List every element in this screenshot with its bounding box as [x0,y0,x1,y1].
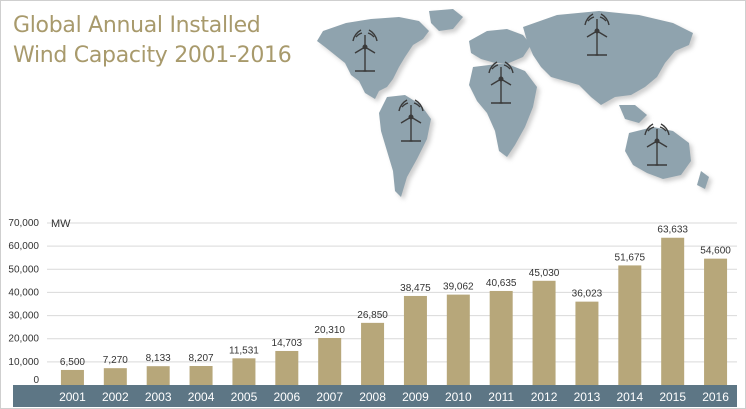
y-tick-label: 0 [33,375,39,386]
y-tick-label: 20,000 [8,334,39,345]
wind-turbine-icon [352,29,378,72]
wind-turbine-icon [644,123,670,166]
data-label: 8,207 [189,353,214,364]
greenland-shape [429,9,463,31]
data-label: 40,635 [486,278,517,289]
x-tick-label: 2015 [659,390,686,404]
data-label: 39,062 [443,282,474,293]
x-axis-band [13,385,737,407]
y-tick-label: 60,000 [8,241,39,252]
bar [532,280,556,385]
bar [618,265,642,385]
wind-turbine-icon [398,99,424,142]
bar [403,295,427,385]
bar [318,337,342,385]
data-label: 8,133 [146,353,171,364]
y-axis-unit-label: MW [51,218,71,230]
y-tick-label: 30,000 [8,311,39,322]
bar [661,237,685,385]
bar [275,350,299,385]
x-axis-ticks: 2001 2002 2003 2004 2005 2006 2007 2008 2009 2010… [59,390,729,404]
y-tick-label: 40,000 [8,287,39,298]
x-tick-label: 2016 [702,390,729,404]
x-tick-label: 2013 [574,390,601,404]
x-tick-label: 2001 [59,390,86,404]
x-tick-label: 2002 [102,390,129,404]
bar [489,290,513,385]
southeast-asia-shape [619,105,647,123]
new-zealand-shape [697,171,709,189]
data-label: 54,600 [700,246,731,257]
data-label: 26,850 [357,310,388,321]
y-axis-ticks: 0 10,000 20,000 30,000 40,000 50,000 60,000 70,… [8,218,39,386]
data-label: 11,531 [229,345,259,356]
bars [60,237,728,385]
bar [60,369,84,385]
wind-turbine-icon [584,13,610,56]
europe-shape [469,29,531,63]
africa-shape [469,63,537,157]
data-label: 6,500 [60,357,85,368]
x-tick-label: 2006 [273,390,300,404]
bar [704,258,728,385]
data-labels: 6,500 7,270 8,133 8,207 11,531 14,703 20,310 26… [60,225,731,368]
x-tick-label: 2012 [531,390,558,404]
y-tick-label: 70,000 [8,218,39,229]
australia-shape [625,127,691,179]
bar [103,368,127,385]
data-label: 7,270 [103,355,128,366]
bar [232,358,256,385]
world-map [317,9,709,197]
y-tick-label: 10,000 [8,357,39,368]
x-tick-label: 2008 [359,390,386,404]
data-label: 36,023 [572,289,603,300]
data-label: 51,675 [615,252,646,263]
bar [575,301,599,385]
x-tick-label: 2010 [445,390,472,404]
page-title: Global Annual Installed Wind Capacity 20… [13,13,292,68]
x-tick-label: 2014 [616,390,643,404]
data-label: 14,703 [272,338,303,349]
x-tick-label: 2005 [231,390,258,404]
data-label: 63,633 [657,225,688,236]
data-label: 38,475 [400,283,431,294]
data-label: 20,310 [314,325,345,336]
bar [189,366,213,385]
x-tick-label: 2003 [145,390,172,404]
x-tick-label: 2007 [316,390,343,404]
wind-turbine-icon [488,61,514,104]
bar [361,322,385,385]
x-tick-label: 2011 [488,390,514,404]
x-tick-label: 2004 [188,390,215,404]
bar [146,366,170,385]
data-label: 45,030 [529,268,560,279]
x-tick-label: 2009 [402,390,429,404]
asia-shape [523,11,693,105]
bar [446,294,470,385]
north-america-shape [317,17,429,99]
bar-chart: 0 10,000 20,000 30,000 40,000 50,000 60,000 70,… [8,218,737,407]
y-tick-label: 50,000 [8,264,39,275]
